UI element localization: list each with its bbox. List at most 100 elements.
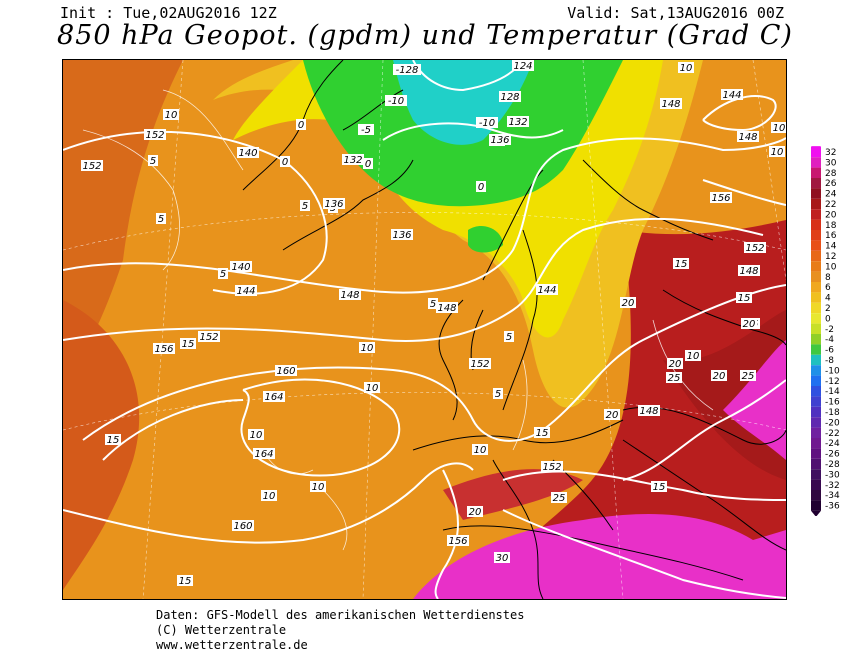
scale-swatch: [811, 250, 821, 262]
svg-text:5: 5: [495, 389, 501, 400]
temperature-label: 20: [741, 318, 757, 330]
scale-swatch: [811, 167, 821, 178]
svg-text:124: 124: [513, 61, 532, 72]
scale-swatch: [811, 427, 821, 438]
temperature-label: 10: [685, 350, 701, 362]
scale-swatch: [811, 240, 821, 251]
scale-swatch: [811, 448, 821, 459]
geopotential-label: 136: [323, 198, 345, 210]
svg-text:10: 10: [680, 63, 693, 74]
geopotential-label: 140: [230, 261, 252, 273]
geopotential-label: -128: [393, 64, 421, 76]
svg-text:148: 148: [739, 266, 758, 277]
scale-label: -22: [825, 429, 840, 439]
geopotential-label: 148: [339, 289, 361, 301]
temperature-color-scale: 32 30 28 26 24 22 20 18 16 14 12 10 8 6 4 2 0 -2 -4 -6 -8 -10…: [811, 140, 850, 517]
temperature-label: 10: [472, 444, 488, 456]
scale-label: 22: [825, 200, 836, 210]
scale-labels: 32302826242220181614121086420-2-4-6-8-10…: [825, 148, 840, 512]
geopotential-label: 132: [507, 116, 529, 128]
southwest-field: [63, 300, 140, 590]
geopotential-contours: [63, 60, 786, 599]
svg-text:128: 128: [500, 92, 519, 103]
svg-text:10: 10: [366, 383, 379, 394]
scale-label: 26: [825, 179, 837, 189]
temperature-label: 10: [771, 122, 786, 134]
geopotential-label: 144: [536, 284, 558, 296]
scale-label: -16: [825, 398, 840, 408]
scale-swatch: [811, 261, 821, 272]
svg-text:20: 20: [669, 359, 682, 370]
temperature-label: 15: [177, 575, 193, 587]
geopotential-label: 152: [744, 242, 766, 254]
scale-label: 32: [825, 148, 836, 158]
credits: Daten: GFS-Modell des amerikanischen Wet…: [156, 608, 524, 653]
svg-text:144: 144: [537, 285, 556, 296]
geopotential-label: 144: [721, 89, 743, 101]
svg-text:15: 15: [179, 576, 192, 587]
geopotential-label: 156: [710, 192, 732, 204]
svg-text:140: 140: [238, 148, 257, 159]
cyan-field: [393, 60, 533, 145]
scale-swatch: [811, 479, 821, 490]
scale-label: -12: [825, 377, 840, 387]
hot-red-field-2: [663, 310, 786, 480]
scale-label: -20: [825, 418, 840, 428]
svg-text:156: 156: [711, 193, 730, 204]
svg-text:132: 132: [343, 155, 362, 166]
scale-swatch: [811, 302, 821, 314]
geopotential-label: 136: [391, 229, 413, 241]
scale-label: -8: [825, 356, 834, 366]
geopotential-label: 148: [738, 265, 760, 277]
temperature-label: 0: [296, 119, 306, 131]
svg-text:10: 10: [263, 491, 276, 502]
scale-swatch: [811, 458, 821, 470]
geopotential-label: 132: [342, 154, 364, 166]
scale-label: 2: [825, 304, 831, 314]
temperature-label: 0: [476, 181, 486, 193]
svg-text:156: 156: [154, 344, 173, 355]
scale-swatch: [811, 271, 821, 282]
temperature-label: 15: [736, 292, 752, 304]
scale-label: 12: [825, 252, 836, 262]
svg-text:0: 0: [298, 120, 304, 131]
temperature-label: 10: [163, 109, 179, 121]
svg-text:144: 144: [236, 286, 255, 297]
svg-text:164: 164: [264, 392, 283, 403]
scale-swatch: [811, 386, 821, 397]
temperature-label: 5: [493, 388, 503, 400]
svg-text:0: 0: [365, 159, 371, 170]
temperature-label: 10: [261, 490, 277, 502]
svg-text:30: 30: [496, 553, 509, 564]
very-hot-field: [413, 514, 786, 599]
scale-swatch: [811, 406, 821, 418]
temperature-label: 20: [620, 297, 636, 309]
svg-text:15: 15: [675, 259, 688, 270]
svg-text:148: 148: [639, 406, 658, 417]
geopotential-label: 152: [541, 461, 563, 473]
temperature-label: 15: [651, 481, 667, 493]
geopotential-label: 160: [275, 365, 297, 377]
svg-text:25: 25: [553, 493, 566, 504]
scale-label: 8: [825, 273, 831, 283]
svg-text:-128: -128: [396, 65, 419, 76]
svg-text:5: 5: [506, 332, 512, 343]
temperature-label: 20: [711, 370, 727, 382]
scale-bars: [811, 140, 821, 517]
credits-website[interactable]: www.wetterzentrale.de: [156, 638, 308, 652]
temperature-label: 15: [534, 427, 550, 439]
scale-label: 18: [825, 221, 837, 231]
svg-text:152: 152: [145, 130, 164, 141]
scale-swatch: [811, 282, 821, 293]
map-title: 850 hPa Geopot. (gpdm) und Temperatur (G…: [57, 20, 793, 51]
scale-label: -26: [825, 450, 840, 460]
scale-swatch: [811, 323, 821, 334]
svg-text:25: 25: [668, 373, 681, 384]
credits-data-source: Daten: GFS-Modell des amerikanischen Wet…: [156, 608, 525, 622]
geopotential-label: 148: [436, 302, 458, 314]
geopotential-label: 152: [144, 129, 166, 141]
svg-text:5: 5: [150, 156, 156, 167]
svg-text:15: 15: [107, 435, 120, 446]
scale-arrow-up-icon: [811, 140, 821, 147]
temperature-label: 5: [300, 200, 310, 212]
